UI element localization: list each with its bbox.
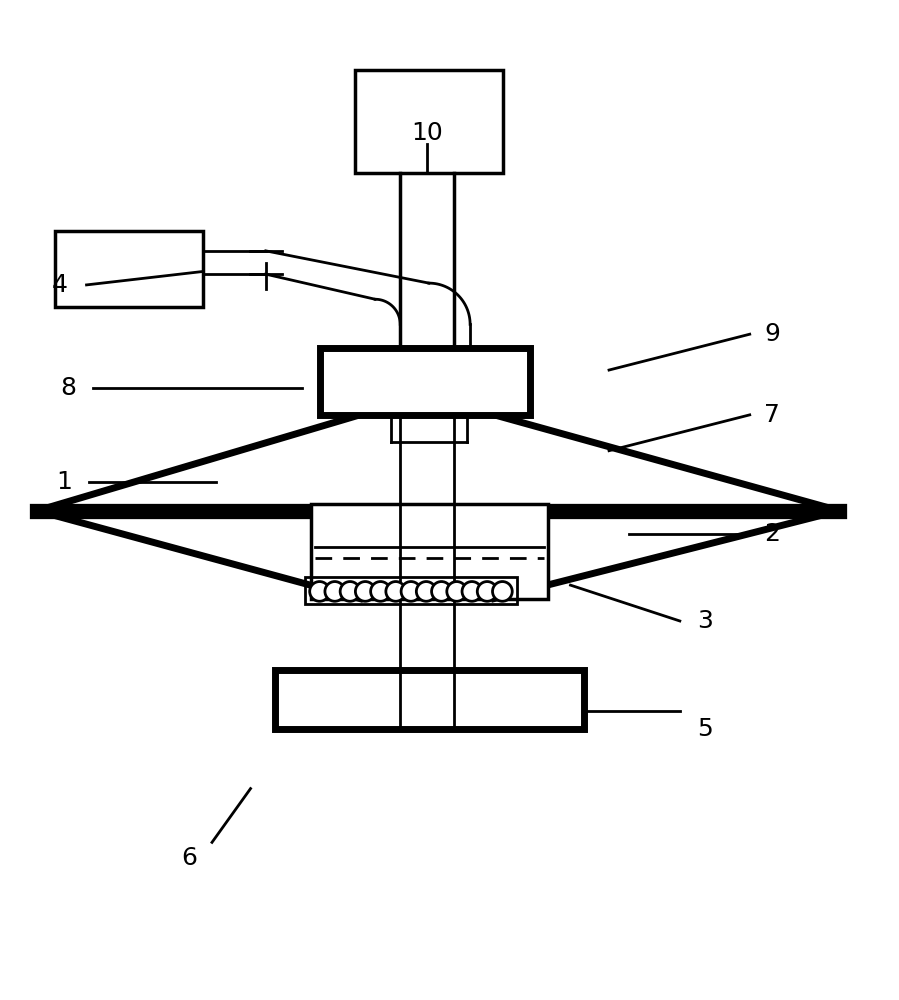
- Text: 10: 10: [411, 121, 443, 145]
- Bar: [310, 504, 548, 599]
- Bar: [355, 70, 503, 173]
- Bar: [55, 231, 203, 307]
- Circle shape: [416, 582, 436, 601]
- Circle shape: [462, 582, 482, 601]
- Circle shape: [401, 582, 421, 601]
- Text: 9: 9: [764, 322, 780, 346]
- Text: 8: 8: [60, 376, 76, 400]
- Bar: [280, 675, 580, 724]
- Circle shape: [340, 582, 360, 601]
- Circle shape: [370, 582, 390, 601]
- Text: 7: 7: [764, 403, 780, 427]
- Bar: [305, 577, 517, 604]
- Text: 2: 2: [764, 522, 780, 546]
- Circle shape: [355, 582, 375, 601]
- Circle shape: [447, 582, 467, 601]
- Text: 6: 6: [182, 846, 198, 870]
- Circle shape: [493, 582, 512, 601]
- Text: 4: 4: [51, 273, 67, 297]
- Circle shape: [432, 582, 451, 601]
- Text: 5: 5: [697, 717, 713, 741]
- Text: 3: 3: [697, 609, 713, 633]
- Circle shape: [386, 582, 405, 601]
- Bar: [324, 352, 526, 410]
- Text: 1: 1: [56, 470, 72, 494]
- Bar: [275, 670, 584, 729]
- Circle shape: [309, 582, 329, 601]
- Circle shape: [325, 582, 344, 601]
- Bar: [319, 348, 530, 415]
- Circle shape: [477, 582, 497, 601]
